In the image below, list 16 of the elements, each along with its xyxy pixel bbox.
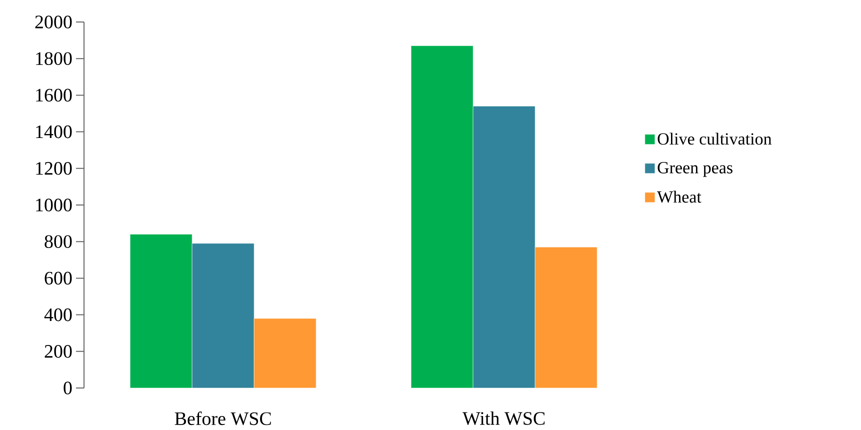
y-tick-label: 1800 [36, 52, 72, 66]
y-tick-label: 1400 [36, 125, 72, 138]
legend-label: Olive cultivation [658, 132, 772, 145]
y-tick-label: 1600 [36, 88, 72, 102]
legend-label: Green peas [658, 162, 732, 177]
y-tick-label: 600 [44, 272, 72, 285]
y-tick-label: 400 [44, 308, 72, 322]
y-tick-label: 200 [44, 344, 72, 358]
y-tick-label: 0 [64, 382, 72, 394]
x-tick-label: Before WSC [174, 412, 271, 426]
y-tick-label: 1000 [36, 198, 72, 212]
x-tick-label: With WSC [462, 412, 545, 425]
y-tick-label: 800 [44, 235, 72, 248]
legend-label: Wheat [657, 190, 702, 203]
y-tick-label: 1200 [36, 162, 72, 175]
y-tick-label: 2000 [35, 16, 72, 28]
